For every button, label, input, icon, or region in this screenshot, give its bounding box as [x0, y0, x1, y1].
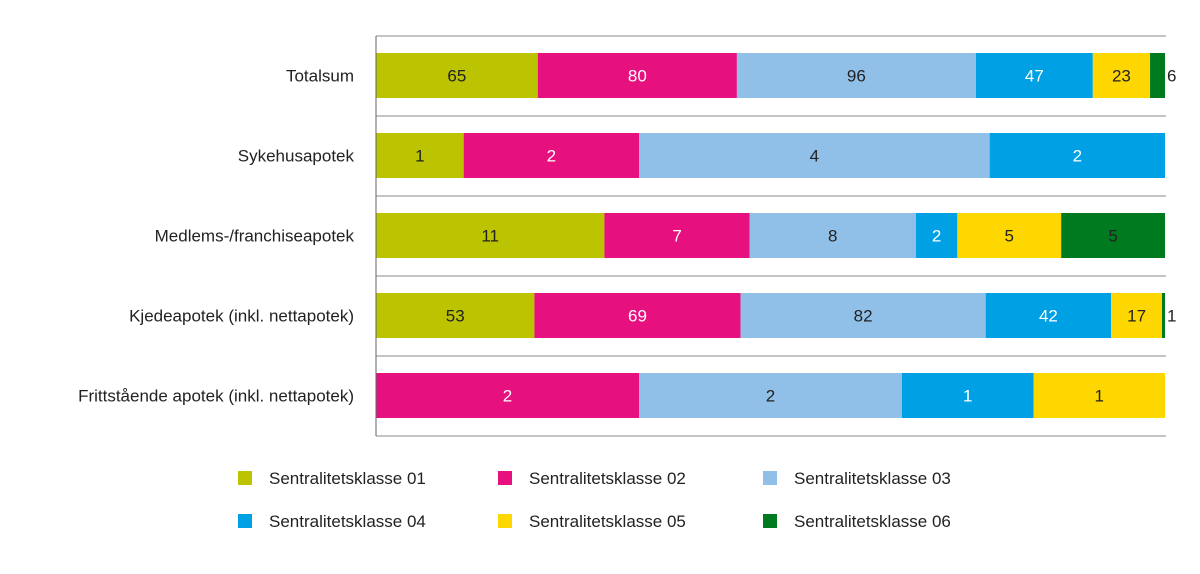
- bar-segment: [376, 53, 538, 98]
- bar-segment: [376, 373, 639, 418]
- data-label: 11: [481, 227, 499, 246]
- legend-swatch: [238, 471, 252, 485]
- bar-segment: [989, 133, 1165, 178]
- category-label: Totalsum: [286, 67, 354, 86]
- data-label: 42: [1039, 307, 1058, 326]
- bar-segment: [1162, 293, 1165, 338]
- legend-label: Sentralitetsklasse 03: [794, 469, 951, 488]
- bar-segment: [985, 293, 1112, 338]
- legend-label: Sentralitetsklasse 06: [794, 512, 951, 531]
- data-label: 2: [547, 147, 556, 166]
- legend-swatch: [498, 514, 512, 528]
- bar-segment: [1150, 53, 1165, 98]
- legend-label: Sentralitetsklasse 05: [529, 512, 686, 531]
- data-label: 1: [415, 147, 424, 166]
- data-label: 2: [932, 227, 941, 246]
- data-label: 2: [503, 387, 512, 406]
- data-label: 2: [1073, 147, 1082, 166]
- data-label: 96: [847, 67, 866, 86]
- data-label: 1: [1167, 307, 1176, 326]
- bar-segment: [1061, 213, 1165, 258]
- bar-segment: [376, 133, 464, 178]
- bar-segment: [639, 133, 990, 178]
- category-label: Medlems-/franchiseapotek: [155, 227, 355, 246]
- data-label: 7: [672, 227, 681, 246]
- legend-swatch: [238, 514, 252, 528]
- data-label: 8: [828, 227, 837, 246]
- bar-segment: [1033, 373, 1165, 418]
- data-label: 80: [628, 67, 647, 86]
- data-label: 47: [1025, 67, 1044, 86]
- data-label: 82: [854, 307, 873, 326]
- legend-swatch: [763, 471, 777, 485]
- bar-segment: [1092, 53, 1151, 98]
- bar-segment: [902, 373, 1034, 418]
- bar-segment: [975, 53, 1093, 98]
- data-label: 53: [446, 307, 465, 326]
- legend-label: Sentralitetsklasse 01: [269, 469, 426, 488]
- bar-segment: [376, 213, 605, 258]
- data-label: 6: [1167, 67, 1176, 86]
- bar-segment: [463, 133, 639, 178]
- bar-segment: [1111, 293, 1163, 338]
- data-label: 4: [810, 147, 819, 166]
- legend-label: Sentralitetsklasse 04: [269, 512, 426, 531]
- bar-segment: [957, 213, 1062, 258]
- bar-segment: [639, 373, 902, 418]
- data-label: 69: [628, 307, 647, 326]
- category-label: Kjedeapotek (inkl. nettapotek): [129, 307, 354, 326]
- bar-segment: [537, 53, 737, 98]
- bar-segment: [604, 213, 750, 258]
- data-label: 5: [1108, 227, 1117, 246]
- data-label: 5: [1005, 227, 1014, 246]
- bar-segment: [736, 53, 976, 98]
- legend-label: Sentralitetsklasse 02: [529, 469, 686, 488]
- legend-swatch: [763, 514, 777, 528]
- bar-segment: [915, 213, 958, 258]
- bar-segment: [740, 293, 986, 338]
- bar-segment: [534, 293, 741, 338]
- data-label: 23: [1112, 67, 1131, 86]
- data-label: 2: [766, 387, 775, 406]
- data-label: 65: [447, 67, 466, 86]
- bar-segment: [376, 293, 535, 338]
- category-label: Frittstående apotek (inkl. nettapotek): [78, 387, 354, 406]
- bar-segment: [749, 213, 916, 258]
- data-label: 1: [963, 387, 972, 406]
- legend-swatch: [498, 471, 512, 485]
- data-label: 1: [1095, 387, 1104, 406]
- category-label: Sykehusapotek: [238, 147, 355, 166]
- data-label: 17: [1127, 307, 1146, 326]
